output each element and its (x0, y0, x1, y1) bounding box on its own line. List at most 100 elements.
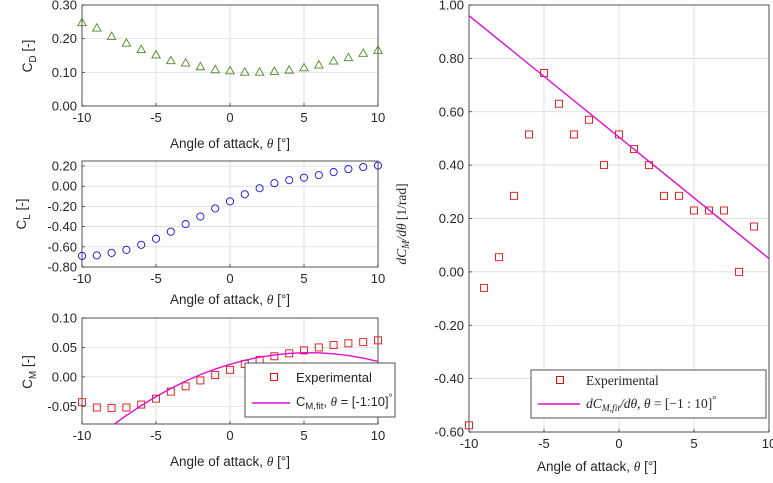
cm-panel: -10 -5 0 5 10 -0.05 0.00 0.05 0.10 Angle of atta… (20, 311, 396, 469)
cl-point (344, 165, 353, 174)
x-tick-label: -10 (73, 271, 92, 286)
dcm-legend-marker-experimental (556, 376, 564, 384)
cd-point (165, 55, 176, 65)
dcm-point (495, 253, 503, 262)
cd-panel: -10 -5 0 5 10 0.00 0.10 0.20 0.30 Angle of attac… (20, 0, 385, 151)
cd-point (269, 66, 280, 75)
cl-point (92, 251, 101, 260)
x-tick-label: -5 (150, 110, 162, 125)
x-tick-label: -10 (460, 436, 479, 451)
cl-point (314, 171, 323, 180)
cd-point (313, 59, 324, 69)
cm-point (78, 398, 86, 407)
cm-legend-label-fit: CM,fit, θ = [-1:10]° (296, 393, 393, 412)
dcm-data-points (465, 15, 769, 430)
cd-data-points (77, 17, 383, 76)
dcm-point (735, 267, 743, 276)
y-tick-label: -0.40 (434, 371, 464, 386)
cm-point (196, 376, 205, 385)
cd-point (299, 62, 309, 72)
y-tick-label: 0.00 (52, 179, 77, 194)
cm-point (374, 336, 382, 345)
y-tick-label: 0.20 (439, 211, 464, 226)
y-tick-label: -0.20 (47, 199, 77, 214)
y-tick-label: -0.80 (47, 260, 77, 275)
cm-fit-line (114, 352, 378, 424)
dcm-point (510, 191, 518, 200)
cd-point (284, 64, 295, 74)
cm-ylabel: CM [-] (20, 355, 39, 389)
cm-point (92, 403, 101, 412)
dcm-axes-frame (468, 4, 770, 433)
cd-point (180, 57, 191, 67)
dcm-point (720, 206, 728, 215)
cd-point (239, 66, 250, 76)
y-tick-label: 0.05 (52, 340, 77, 355)
x-tick-label: 10 (371, 428, 385, 443)
y-tick-label: -0.05 (47, 399, 77, 414)
y-tick-label: 0.40 (439, 158, 464, 173)
x-tick-label: 5 (300, 110, 307, 125)
cl-point (151, 234, 161, 243)
cl-xlabel: Angle of attack, θ [°] (170, 292, 290, 307)
x-tick-label: 10 (762, 436, 773, 451)
x-tick-label: -5 (538, 436, 550, 451)
cm-xlabel: Angle of attack, θ [°] (170, 454, 290, 469)
cm-tick-labels: -10 -5 0 5 10 -0.05 0.00 0.05 0.10 (47, 311, 385, 444)
cl-panel: -10 -5 0 5 10 -0.80 -0.60 -0.40 -0.20 0.00 0.20 An… (14, 159, 385, 307)
cl-point (181, 220, 190, 229)
cd-ylabel: CD [-] (20, 40, 39, 73)
cl-point (225, 197, 235, 206)
dcm-point (480, 283, 488, 292)
cl-point (359, 163, 368, 172)
x-tick-label: 5 (300, 428, 307, 443)
cd-point (225, 65, 235, 75)
cl-point (137, 240, 146, 249)
dcm-point (600, 161, 608, 170)
x-tick-label: 5 (300, 271, 307, 286)
cl-point (255, 184, 264, 193)
cd-point (210, 64, 221, 74)
cm-point (107, 404, 116, 413)
dcm-point (630, 145, 638, 154)
dcm-point (675, 191, 683, 200)
x-tick-label: 10 (371, 271, 385, 286)
dcm-point (660, 191, 668, 200)
cd-point (254, 66, 265, 76)
cl-point (107, 248, 116, 257)
dcm-legend: Experimental dCM,fit/dθ, θ = [−1 : 10]° (530, 369, 767, 419)
cl-point (299, 173, 309, 182)
y-tick-label: 0.30 (52, 0, 77, 13)
dcm-point (555, 99, 563, 108)
x-tick-label: 0 (226, 428, 233, 443)
cl-data-points (77, 161, 383, 260)
cd-point (195, 61, 206, 71)
cd-point (328, 55, 339, 65)
dcm-point (465, 421, 473, 430)
cl-tick-labels: -10 -5 0 5 10 -0.80 -0.60 -0.40 -0.20 0.00 0.20 (47, 159, 385, 286)
y-tick-label: 0.00 (52, 369, 77, 384)
cm-point (359, 338, 368, 347)
cl-point (122, 245, 131, 254)
cm-point (137, 400, 146, 409)
x-tick-label: -5 (150, 271, 162, 286)
dcm-legend-label-fit: dCM,fit/dθ, θ = [−1 : 10]° (586, 395, 716, 414)
cl-point (77, 251, 87, 260)
cl-point (211, 204, 220, 213)
cm-legend-label-experimental: Experimental (296, 370, 372, 385)
cd-point (136, 44, 147, 54)
y-tick-label: 0.10 (52, 65, 77, 80)
cl-ylabel: CL [-] (14, 198, 33, 229)
y-tick-label: 0.20 (52, 31, 77, 46)
cm-point (329, 341, 338, 350)
dcm-point (690, 206, 698, 215)
cd-xlabel: Angle of attack, θ [°] (170, 136, 290, 151)
cl-point (166, 227, 175, 236)
y-tick-label: 1.00 (439, 0, 464, 13)
cd-point (358, 48, 369, 57)
cm-legend-marker-experimental (270, 373, 278, 381)
cl-point (196, 212, 205, 221)
cl-point (285, 176, 294, 185)
cd-point (121, 37, 132, 47)
